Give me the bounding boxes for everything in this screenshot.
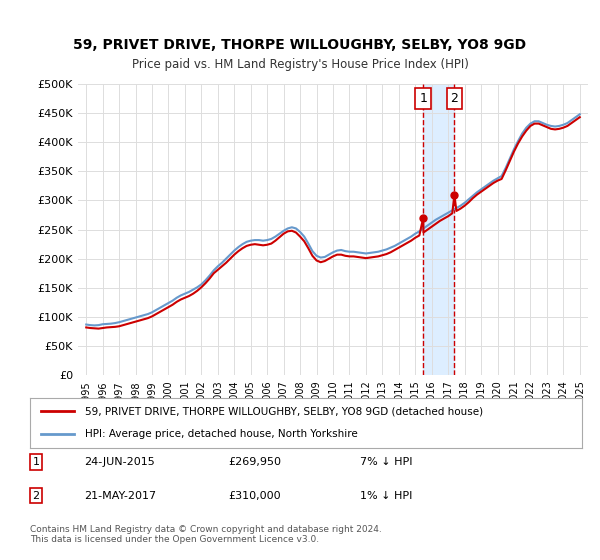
Text: 1: 1: [32, 457, 40, 467]
Text: 24-JUN-2015: 24-JUN-2015: [84, 457, 155, 467]
Text: £310,000: £310,000: [228, 491, 281, 501]
Text: 1% ↓ HPI: 1% ↓ HPI: [360, 491, 412, 501]
Text: 59, PRIVET DRIVE, THORPE WILLOUGHBY, SELBY, YO8 9GD: 59, PRIVET DRIVE, THORPE WILLOUGHBY, SEL…: [73, 38, 527, 52]
Text: 1: 1: [419, 92, 427, 105]
Text: 2: 2: [32, 491, 40, 501]
Text: £269,950: £269,950: [228, 457, 281, 467]
Text: 7% ↓ HPI: 7% ↓ HPI: [360, 457, 413, 467]
Text: Price paid vs. HM Land Registry's House Price Index (HPI): Price paid vs. HM Land Registry's House …: [131, 58, 469, 71]
Text: HPI: Average price, detached house, North Yorkshire: HPI: Average price, detached house, Nort…: [85, 430, 358, 440]
Text: 59, PRIVET DRIVE, THORPE WILLOUGHBY, SELBY, YO8 9GD (detached house): 59, PRIVET DRIVE, THORPE WILLOUGHBY, SEL…: [85, 406, 484, 416]
Text: Contains HM Land Registry data © Crown copyright and database right 2024.
This d: Contains HM Land Registry data © Crown c…: [30, 525, 382, 544]
Bar: [423, 84, 454, 375]
Text: 21-MAY-2017: 21-MAY-2017: [84, 491, 156, 501]
Text: 2: 2: [451, 92, 458, 105]
